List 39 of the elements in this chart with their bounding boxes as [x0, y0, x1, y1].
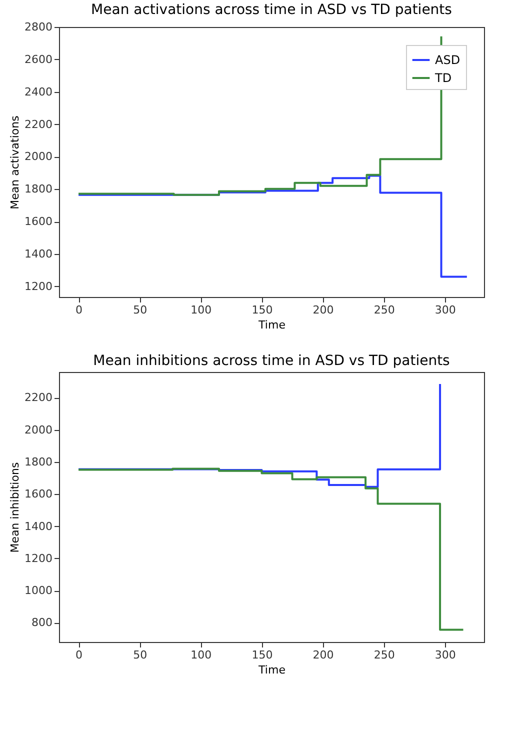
legend-label: TD [434, 71, 452, 85]
y-tick-label: 2000 [24, 150, 52, 164]
x-tick-label: 150 [252, 304, 273, 316]
y-tick-label: 1400 [24, 248, 52, 261]
x-tick-label: 300 [434, 304, 456, 316]
chart-title: Mean inhibitions across time in ASD vs TD patients [93, 353, 450, 369]
y-tick-label: 2200 [24, 118, 52, 131]
x-tick-label: 200 [312, 648, 334, 662]
y-tick-label: 1400 [24, 520, 52, 533]
x-tick-label: 250 [374, 304, 395, 316]
x-tick-label: 50 [133, 648, 148, 662]
y-tick-label: 1200 [24, 552, 52, 565]
y-axis-title: Mean activations [8, 115, 22, 210]
y-tick-label: 2400 [24, 85, 52, 98]
x-tick-label: 0 [76, 648, 83, 662]
x-axis-title: Time [258, 318, 286, 332]
x-tick-label: 300 [434, 648, 456, 662]
y-tick-label: 800 [32, 616, 52, 630]
x-tick-label: 100 [190, 304, 212, 316]
y-tick-label: 1600 [24, 215, 52, 228]
y-tick-label: 2800 [24, 20, 52, 34]
y-tick-label: 1600 [24, 488, 52, 501]
x-tick-label: 0 [76, 304, 83, 316]
legend-label: ASD [435, 53, 460, 67]
y-axis-title: Mean inhibitions [8, 462, 22, 553]
y-tick-label: 1800 [24, 456, 52, 468]
x-tick-label: 250 [374, 648, 395, 662]
y-tick-label: 1800 [24, 182, 52, 196]
x-tick-label: 200 [312, 304, 334, 316]
chart-title: Mean activations across time in ASD vs TD patients [91, 2, 452, 18]
y-tick-label: 2200 [24, 391, 52, 404]
y-tick-label: 1200 [24, 280, 52, 293]
x-tick-label: 100 [190, 648, 212, 662]
x-axis-title: Time [258, 664, 286, 676]
x-tick-label: 150 [252, 648, 273, 662]
x-tick-label: 50 [133, 304, 148, 316]
y-tick-label: 2000 [24, 423, 52, 436]
y-tick-label: 2600 [24, 52, 52, 66]
y-tick-label: 1000 [24, 584, 52, 598]
